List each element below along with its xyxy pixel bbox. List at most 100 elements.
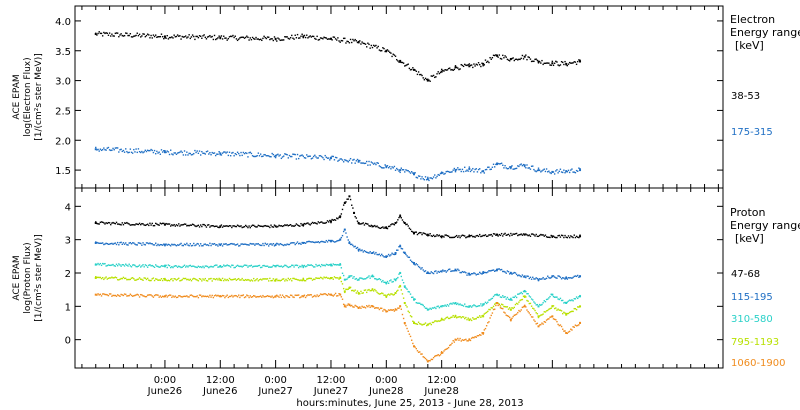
data-point (527, 56, 529, 58)
data-point (316, 294, 318, 296)
data-point (159, 153, 162, 155)
data-point (182, 295, 185, 298)
data-point (507, 59, 510, 61)
data-point (127, 222, 129, 225)
data-point (423, 232, 426, 235)
data-point (157, 279, 159, 281)
data-point (523, 304, 526, 307)
data-point (193, 277, 195, 280)
data-point (114, 276, 117, 278)
data-point (179, 266, 181, 268)
data-point (257, 38, 260, 40)
data-point (119, 223, 121, 226)
data-point (442, 69, 444, 72)
data-point (178, 265, 180, 267)
data-point (214, 294, 217, 296)
data-point (395, 249, 398, 251)
data-point (301, 295, 303, 297)
data-point (277, 295, 279, 297)
data-point (184, 295, 187, 298)
legend-entry-proton: 115-195 (731, 292, 773, 303)
data-point (412, 320, 414, 323)
data-point (115, 147, 118, 149)
data-point (203, 243, 205, 246)
data-point (217, 266, 219, 268)
data-point (353, 40, 355, 42)
data-point (314, 37, 316, 40)
data-point (186, 278, 188, 281)
data-point (203, 295, 205, 298)
data-point (257, 243, 260, 245)
data-point (374, 253, 376, 255)
data-point (443, 319, 445, 321)
data-point (568, 311, 571, 314)
data-point (216, 38, 218, 40)
data-point (404, 171, 406, 173)
data-point (224, 278, 226, 280)
data-point (319, 276, 322, 279)
data-point (405, 304, 407, 307)
data-point (188, 265, 190, 267)
data-point (579, 168, 581, 170)
y-tick-label-electron: 1.5 (55, 166, 71, 177)
data-point (106, 32, 108, 35)
data-point (218, 226, 220, 229)
data-point (487, 60, 489, 63)
data-point (410, 296, 413, 299)
data-point (475, 235, 477, 237)
data-point (394, 222, 397, 224)
data-point (444, 269, 446, 272)
data-point (414, 172, 416, 174)
data-point (461, 304, 464, 306)
data-point (364, 162, 367, 165)
data-point (543, 168, 545, 170)
data-point (438, 234, 441, 236)
data-point (167, 151, 170, 153)
data-point (498, 294, 501, 296)
data-point (347, 276, 349, 279)
data-point (354, 304, 356, 307)
data-point (128, 223, 130, 225)
data-point (304, 279, 307, 282)
data-point (549, 295, 551, 298)
data-point (309, 264, 311, 266)
data-point (112, 35, 114, 37)
data-point (317, 241, 319, 243)
data-point (550, 234, 552, 237)
data-point (130, 36, 133, 38)
data-point (342, 274, 345, 277)
data-point (228, 243, 231, 246)
data-point (405, 64, 407, 67)
data-point (400, 308, 403, 310)
data-point (134, 294, 136, 297)
data-point (449, 317, 451, 320)
data-point (133, 278, 135, 280)
data-point (294, 34, 296, 36)
data-point (319, 265, 322, 268)
data-point (219, 226, 221, 228)
data-point (529, 296, 532, 298)
data-point (232, 225, 234, 227)
data-point (248, 296, 250, 299)
data-point (294, 264, 296, 267)
data-point (236, 224, 239, 226)
data-point (565, 276, 567, 278)
data-point (141, 222, 143, 225)
data-point (422, 232, 424, 234)
data-point (514, 233, 517, 235)
data-point (560, 234, 563, 236)
data-point (103, 293, 105, 295)
data-point (312, 241, 315, 243)
data-point (372, 44, 375, 47)
data-point (183, 223, 186, 225)
data-point (144, 244, 147, 246)
data-point (326, 294, 329, 296)
data-point (190, 36, 193, 38)
data-point (249, 151, 251, 154)
y-axis-label-electron: log(Electron Flux) (23, 57, 33, 136)
data-point (382, 167, 384, 169)
data-point (440, 236, 443, 239)
data-point (268, 280, 270, 282)
data-point (529, 276, 532, 279)
data-point (552, 305, 555, 307)
